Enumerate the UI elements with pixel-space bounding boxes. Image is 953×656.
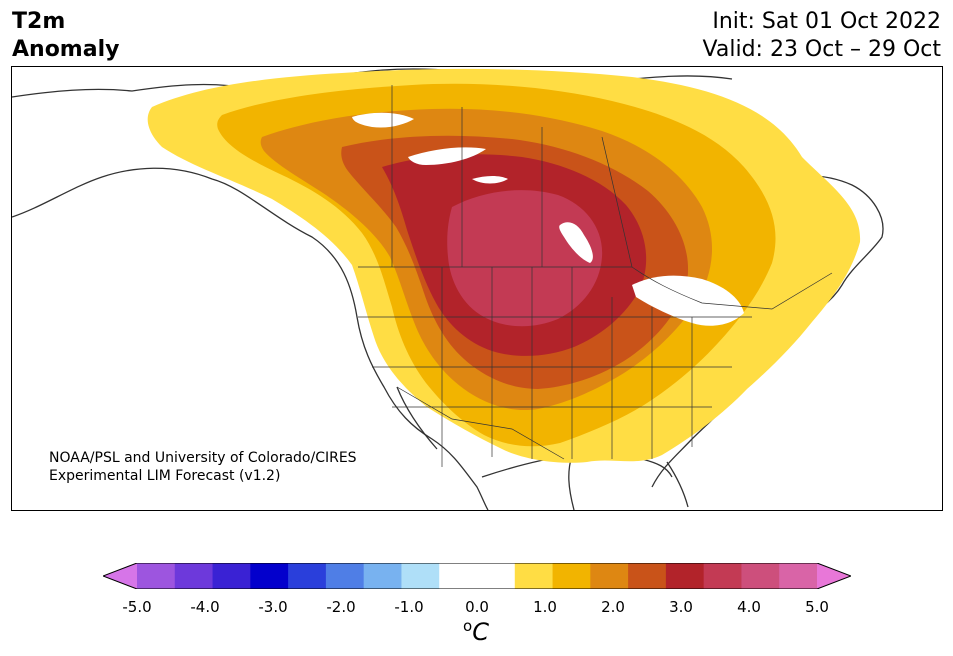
init-date: Init: Sat 01 Oct 2022 [712, 9, 941, 34]
colorbar-cell [439, 563, 478, 589]
colorbar-cell [137, 563, 176, 589]
us-states [358, 267, 752, 467]
us-mexico-border [396, 386, 565, 460]
colorbar [103, 563, 851, 589]
baja [396, 386, 438, 450]
colorbar-cells [103, 563, 851, 589]
colorbar-cell [325, 563, 365, 589]
unit-letter: C [472, 618, 489, 646]
colorbar-cell [288, 563, 327, 589]
colorbar-cell [703, 563, 742, 589]
map-svg [12, 68, 884, 510]
colorbar-cell [477, 563, 516, 589]
colorbar-cell [514, 563, 554, 589]
degree-symbol: o [463, 617, 473, 635]
political-borders [358, 85, 833, 467]
colorbar-cell [212, 563, 251, 589]
credit-line-1: NOAA/PSL and University of Colorado/CIRE… [49, 450, 357, 466]
colorbar-cell [401, 563, 440, 589]
colorbar-tick-label: 1.0 [533, 598, 557, 616]
colorbar-cell [590, 563, 629, 589]
us-canada-border [358, 266, 833, 310]
colorbar-extend-min [103, 563, 137, 589]
colorbar-cell [552, 563, 591, 589]
canada-provinces [391, 85, 633, 268]
lakes [352, 112, 744, 326]
colorbar-extend-max [817, 563, 851, 589]
colorbar-tick-label: -4.0 [190, 598, 220, 616]
anomaly-map [11, 66, 943, 511]
colorbar-tick-label: -5.0 [122, 598, 152, 616]
colorbar-cell [665, 563, 705, 589]
colorbar-tick-label: 2.0 [601, 598, 625, 616]
colorbar-cell [250, 563, 289, 589]
colorbar-tick-label: -3.0 [258, 598, 288, 616]
great-bear-lake [352, 112, 414, 128]
colorbar-cell [779, 563, 818, 589]
colorbar-tick-label: 3.0 [669, 598, 693, 616]
lake-winnipeg [559, 222, 593, 263]
lake-athabasca [472, 176, 508, 184]
title-line-1: T2m [12, 9, 66, 34]
colorbar-unit: oC [463, 617, 489, 646]
title-line-2: Anomaly [12, 37, 120, 62]
colorbar-cell [363, 563, 402, 589]
forecast-dates: Init: Sat 01 Oct 2022 Valid: 23 Oct – 29… [703, 8, 941, 64]
great-lakes [632, 275, 744, 326]
florida [666, 461, 689, 508]
map-title: T2m Anomaly [12, 8, 119, 64]
credit-line-2: Experimental LIM Forecast (v1.2) [49, 468, 281, 484]
colorbar-tick-label: 5.0 [805, 598, 829, 616]
colorbar-tick-label: -2.0 [326, 598, 356, 616]
colorbar-cell [174, 563, 214, 589]
colorbar-tick-label: 0.0 [465, 598, 489, 616]
data-credit: NOAA/PSL and University of Colorado/CIRE… [49, 449, 357, 485]
colorbar-tick-label: 4.0 [737, 598, 761, 616]
colorbar-cell [741, 563, 780, 589]
mexico-coast [568, 454, 575, 510]
great-slave-lake [408, 147, 486, 165]
valid-range: Valid: 23 Oct – 29 Oct [702, 37, 941, 62]
colorbar-cell [628, 563, 667, 589]
west-coast [12, 167, 489, 510]
colorbar-tick-label: -1.0 [394, 598, 424, 616]
anomaly-contours [147, 68, 861, 463]
